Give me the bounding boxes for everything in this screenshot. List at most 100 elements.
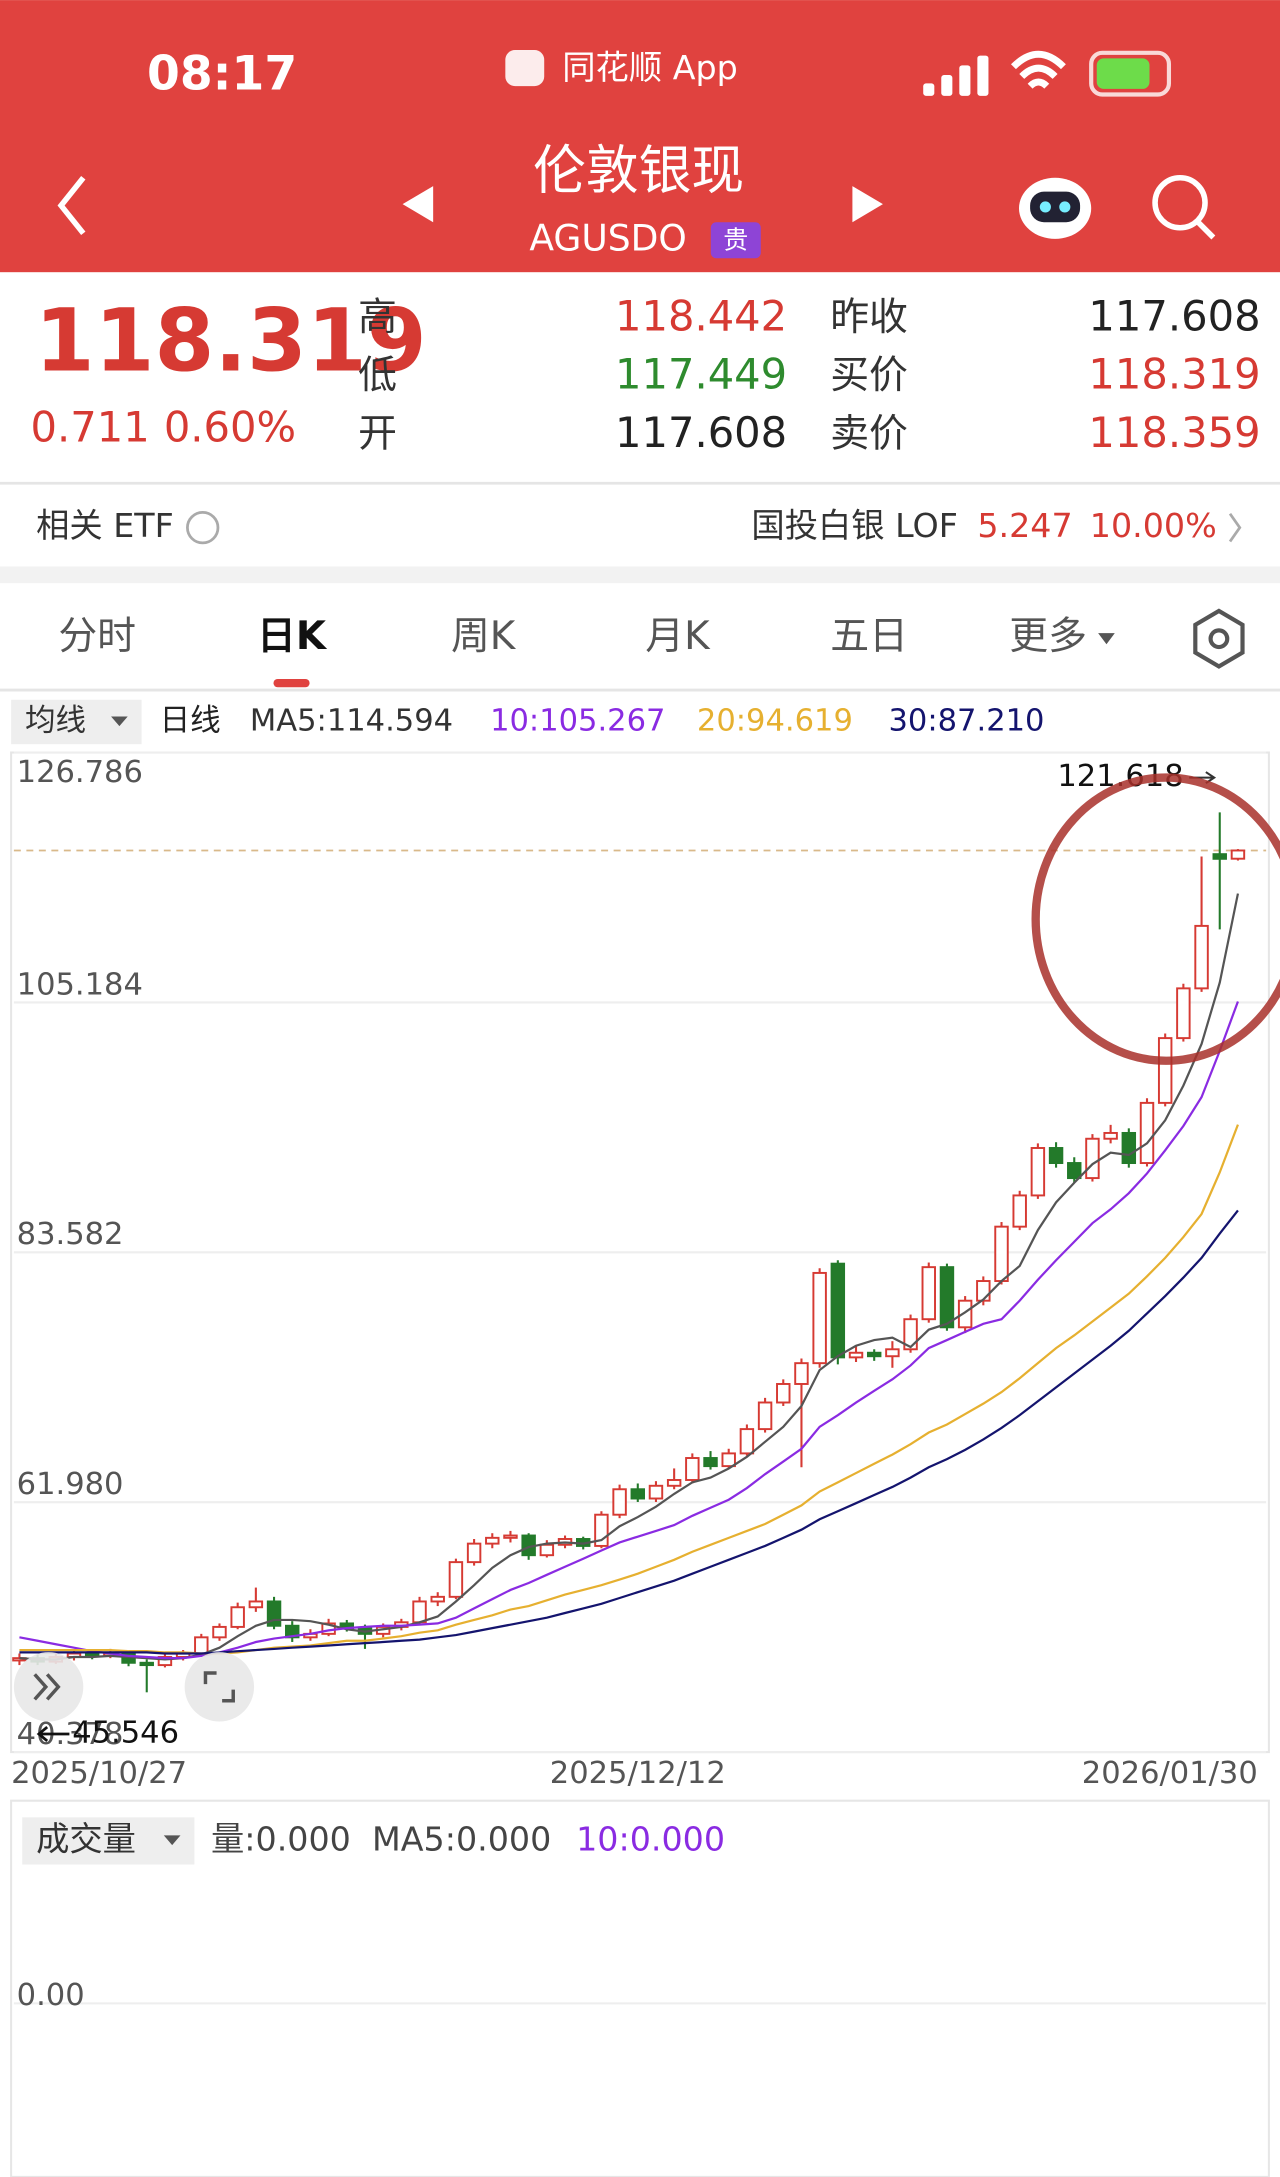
fullscreen-button[interactable] — [184, 1652, 255, 1722]
app-name: 同花顺 App — [562, 48, 738, 87]
x-tick-label: 2026/01/30 — [1082, 1756, 1258, 1791]
field-label: 低 — [358, 353, 397, 398]
etf-row[interactable]: 相关 ETF 国投白银 LOF 5.247 10.00% — [36, 506, 1242, 545]
candle-body — [430, 1595, 445, 1603]
clock: 08:17 — [147, 46, 297, 101]
ma-legend-item: 20:94.619 — [697, 703, 853, 738]
candle-body — [939, 1266, 955, 1329]
candle-body — [921, 1266, 936, 1321]
settings-button[interactable] — [1193, 608, 1245, 669]
candle-body — [739, 1428, 755, 1455]
prev-button[interactable] — [402, 186, 434, 223]
candle-body — [139, 1661, 154, 1667]
back-button[interactable] — [57, 176, 86, 236]
tab[interactable]: 日K — [257, 614, 328, 659]
search-button[interactable] — [1152, 175, 1216, 240]
dropdown-arrow — [163, 1835, 181, 1846]
volume-legend: 量:0.000 — [211, 1819, 351, 1858]
candle-body — [194, 1636, 209, 1655]
fullscreen-icon — [203, 1671, 235, 1703]
kline-chart: 40.378 61.980 83.582 105.184 126.786 2025/10/… — [11, 751, 1267, 1791]
candle-body — [1048, 1147, 1064, 1165]
field-value: 117.449 — [615, 350, 787, 399]
ma-legend-item: 10:105.267 — [490, 703, 665, 738]
field-label: 卖价 — [830, 412, 908, 457]
ma-legend-item: 30:87.210 — [889, 703, 1045, 738]
chevron — [1228, 512, 1242, 543]
next-button[interactable] — [852, 186, 883, 223]
etf-price: 5.247 — [977, 506, 1072, 545]
battery-level — [1096, 58, 1150, 89]
ma-line — [19, 893, 1240, 1661]
collapse-icon — [33, 1673, 61, 1701]
candle-body — [212, 1625, 227, 1639]
candle-body — [448, 1561, 464, 1598]
candle-body — [1230, 849, 1246, 860]
candle-body — [1103, 1131, 1118, 1140]
candle-body — [84, 1652, 100, 1657]
candle-body — [703, 1457, 718, 1468]
candle-body — [812, 1271, 827, 1365]
candle-body — [721, 1452, 736, 1468]
volume-selector-bg[interactable] — [22, 1817, 195, 1865]
field-label: 高 — [358, 295, 397, 340]
settings-icon — [1208, 628, 1230, 650]
badge: 贵 — [723, 226, 748, 255]
tabs: 分时 日K 周K 月K 五日 更多 — [58, 614, 1115, 688]
y-tick-label: 105.184 — [17, 967, 143, 1002]
candle-body — [1030, 1147, 1046, 1197]
robot-button[interactable] — [1019, 177, 1092, 239]
ma-line — [19, 1209, 1239, 1655]
help-icon[interactable] — [186, 510, 220, 545]
tab[interactable]: 月K — [645, 614, 711, 659]
price-change: 0.711 — [31, 402, 150, 451]
spacer — [0, 566, 1280, 584]
instrument-code: AGUSDO — [529, 217, 687, 259]
tab[interactable]: 五日 — [830, 614, 908, 659]
candle-body — [1067, 1162, 1082, 1180]
field-value: 117.608 — [1088, 291, 1260, 340]
volume-legend: 10:0.000 — [576, 1819, 725, 1858]
tab[interactable]: 周K — [451, 614, 517, 659]
candle-body — [612, 1488, 627, 1516]
ma-selector[interactable]: 均线 — [25, 703, 86, 738]
candle-body — [866, 1351, 882, 1358]
signal — [923, 55, 989, 96]
candle-body — [1157, 1037, 1173, 1104]
field-value: 117.608 — [615, 408, 787, 457]
candle-body — [412, 1600, 427, 1624]
y-tick-label: 40.378 — [17, 1717, 124, 1752]
battery — [1089, 50, 1172, 97]
candle-body — [503, 1534, 518, 1539]
candle-body — [1121, 1131, 1137, 1165]
candle-body — [485, 1536, 500, 1545]
candle-body — [648, 1484, 664, 1500]
highlight-circle — [1031, 773, 1280, 1065]
candle-body — [1012, 1194, 1027, 1228]
last-price: 118.319 — [35, 292, 427, 392]
field-label: 开 — [358, 412, 397, 457]
candle-body — [1212, 853, 1227, 860]
instrument-name: 伦敦银现 — [533, 140, 744, 201]
tab[interactable]: 更多 — [1009, 614, 1087, 659]
field-value: 118.359 — [1088, 408, 1260, 457]
tab-indicator — [273, 678, 310, 688]
volume-selector[interactable]: 成交量 — [36, 1819, 136, 1858]
candle-body — [885, 1348, 900, 1358]
low-arrow — [36, 1725, 70, 1742]
y-tick-label: 61.980 — [17, 1467, 124, 1502]
wifi — [1010, 50, 1066, 89]
candle-body — [848, 1351, 864, 1359]
candle-body — [830, 1262, 846, 1359]
tab[interactable]: 分时 — [58, 614, 136, 659]
ma-legend-item: MA5:114.594 — [250, 703, 453, 738]
y-tick-label: 126.786 — [17, 755, 143, 790]
field-label: 昨收 — [830, 295, 908, 340]
app-icon — [505, 50, 545, 87]
candle-body — [1194, 924, 1209, 990]
candle-body — [1085, 1137, 1100, 1180]
collapse-button[interactable] — [13, 1652, 84, 1722]
candle-body — [903, 1318, 918, 1351]
ma-legend: MA5:114.594 10:105.267 20:94.619 30:87.210 — [250, 703, 1045, 738]
